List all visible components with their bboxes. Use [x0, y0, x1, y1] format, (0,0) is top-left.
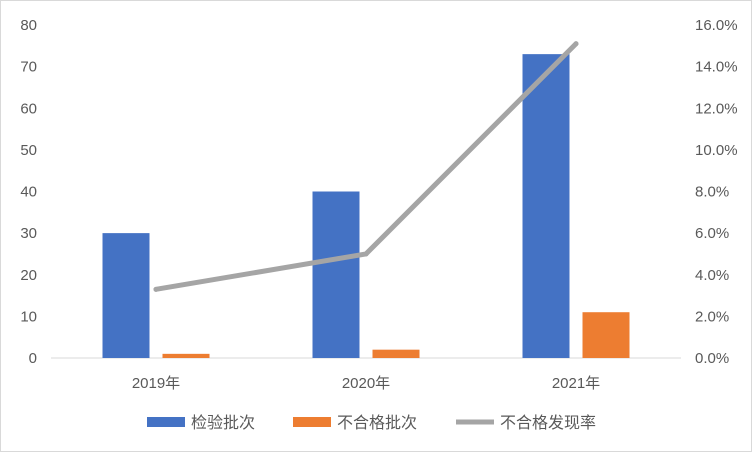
- legend-inspection-label: 检验批次: [191, 413, 255, 432]
- y-right-tick-1: 2.0%: [695, 308, 729, 325]
- legend-unqualified-rate-label: 不合格发现率: [500, 413, 596, 432]
- y-left-tick-0: 0: [29, 350, 37, 367]
- y-left-tick-4: 40: [20, 184, 37, 201]
- bar-inspection-1: [312, 191, 360, 358]
- legend-unqualified-label: 不合格批次: [337, 413, 417, 432]
- legend-inspection-swatch: [147, 417, 185, 427]
- bar-inspection-0: [102, 233, 150, 358]
- x-tick-label-2: 2021年: [552, 375, 600, 392]
- x-tick-label-1: 2020年: [342, 375, 390, 392]
- line-point-2: [573, 41, 579, 47]
- y-left-tick-3: 30: [20, 225, 37, 242]
- bar-unqualified-2: [582, 312, 630, 358]
- y-right-tick-7: 14.0%: [695, 59, 738, 76]
- y-left-tick-8: 80: [20, 17, 37, 34]
- y-left-tick-1: 10: [20, 308, 37, 325]
- y-left-tick-7: 70: [20, 59, 37, 76]
- y-left-tick-6: 60: [20, 100, 37, 117]
- y-right-tick-0: 0.0%: [695, 350, 729, 367]
- line-point-1: [363, 251, 369, 257]
- bar-unqualified-0: [162, 353, 210, 358]
- y-right-tick-5: 10.0%: [695, 142, 738, 159]
- bar-unqualified-1: [372, 349, 420, 358]
- y-right-tick-6: 12.0%: [695, 100, 738, 117]
- y-right-tick-3: 6.0%: [695, 225, 729, 242]
- legend-unqualified-swatch: [293, 417, 331, 427]
- bar-inspection-2: [522, 54, 570, 358]
- y-right-tick-2: 4.0%: [695, 267, 729, 284]
- y-left-tick-5: 50: [20, 142, 37, 159]
- x-tick-label-0: 2019年: [132, 375, 180, 392]
- y-left-tick-2: 20: [20, 267, 37, 284]
- y-right-tick-4: 8.0%: [695, 184, 729, 201]
- y-right-tick-8: 16.0%: [695, 17, 738, 34]
- line-point-0: [153, 286, 159, 292]
